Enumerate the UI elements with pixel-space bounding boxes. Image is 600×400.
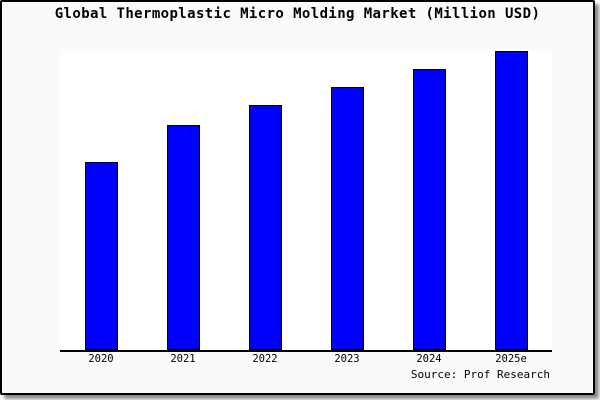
bar-2025e	[494, 51, 528, 350]
x-axis-line	[60, 350, 552, 352]
bar-2024	[412, 69, 446, 350]
chart-title: Global Thermoplastic Micro Molding Marke…	[54, 6, 541, 22]
source-label: Source: Prof Research	[410, 368, 550, 381]
bar-2022	[248, 105, 282, 350]
plot-area	[60, 49, 552, 350]
bar-2020	[84, 162, 118, 350]
bar-2021	[166, 125, 200, 350]
bar-2023	[330, 87, 364, 350]
